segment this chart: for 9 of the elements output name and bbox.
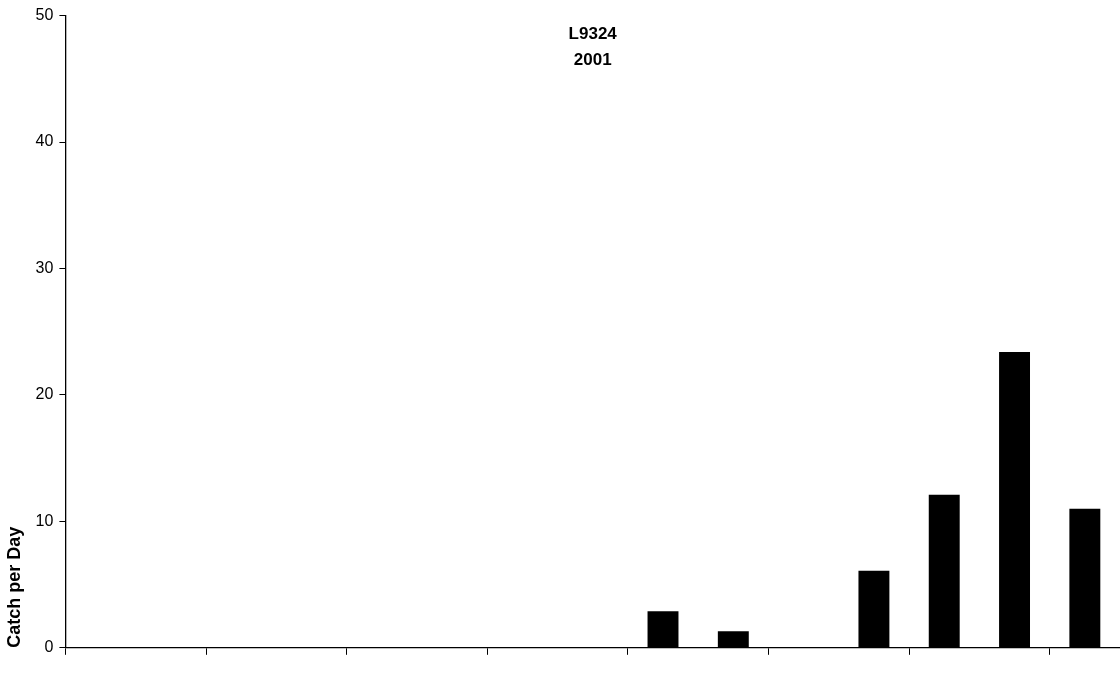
y-tick-label: 0: [44, 638, 54, 656]
text: 2001: [573, 50, 612, 70]
text: L9324: [568, 24, 617, 44]
y-tick-label: 30: [35, 258, 54, 276]
y-tick-label: 10: [35, 511, 54, 529]
y-tick-label: 20: [35, 385, 54, 403]
y-axis-title: Catch per Day: [3, 526, 24, 648]
y-tick-label: 40: [35, 132, 54, 150]
y-tick-label: 50: [35, 6, 54, 24]
